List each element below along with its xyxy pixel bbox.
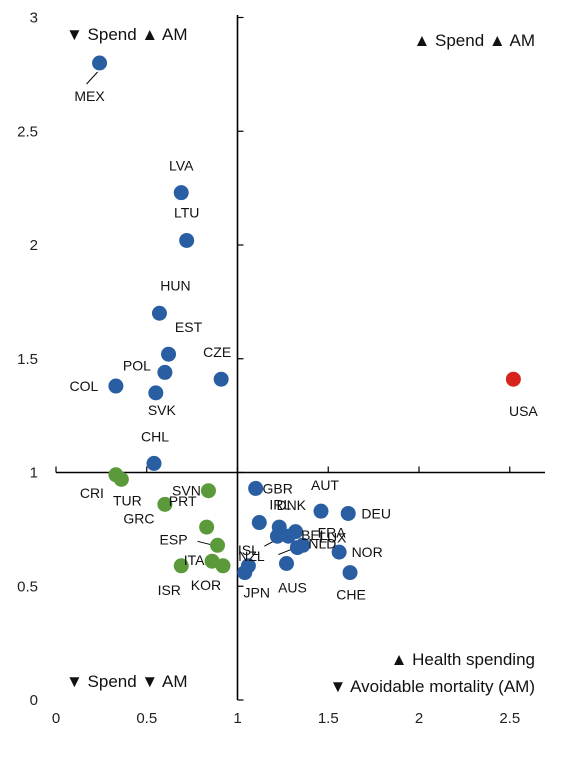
x-axis: 0 0.5 1 1.5 2 2.5 bbox=[52, 710, 520, 727]
point-label-hun: HUN bbox=[160, 277, 190, 293]
point-label-cri: CRI bbox=[80, 485, 104, 501]
x-tick-label: 2.5 bbox=[499, 710, 520, 727]
point-label-aus: AUS bbox=[278, 580, 307, 596]
data-point-gbr bbox=[248, 480, 264, 496]
x-tick-label: 0.5 bbox=[136, 710, 157, 727]
data-point-prt bbox=[199, 519, 215, 535]
point-label-ita: ITA bbox=[184, 552, 205, 568]
x-tick-label: 0 bbox=[52, 710, 60, 727]
point-label-kor: KOR bbox=[191, 577, 221, 593]
point-label-col: COL bbox=[69, 378, 98, 394]
y-tick-label: 2 bbox=[30, 237, 38, 254]
point-labels: MEX LVA LTU HUN EST POL CZE COL SVK CHL USA CRI TUR S… bbox=[69, 88, 538, 603]
data-point-kor bbox=[215, 558, 231, 574]
data-point-svn bbox=[200, 483, 216, 499]
y-tick-label: 3 bbox=[30, 10, 38, 27]
data-point-aut bbox=[313, 503, 329, 519]
data-point-fra bbox=[288, 524, 304, 540]
point-label-che: CHE bbox=[336, 587, 366, 603]
point-label-nor: NOR bbox=[352, 544, 383, 560]
point-label-jpn: JPN bbox=[244, 585, 270, 601]
data-point-deu bbox=[340, 505, 356, 521]
x-tick-label: 1 bbox=[233, 710, 241, 727]
data-point-hun bbox=[151, 305, 167, 321]
data-point-cze bbox=[213, 371, 229, 387]
data-points bbox=[92, 55, 521, 581]
point-label-tur: TUR bbox=[113, 492, 142, 508]
y-tick-label: 1 bbox=[30, 465, 38, 482]
data-point-est bbox=[161, 346, 177, 362]
data-point-ltu bbox=[179, 232, 195, 248]
quadrant-label-top-left: ▼ Spend ▲ AM bbox=[66, 25, 188, 44]
point-label-est: EST bbox=[175, 319, 203, 335]
y-tick-label: 1.5 bbox=[17, 351, 38, 368]
point-label-svk: SVK bbox=[148, 402, 177, 418]
quadrant-label-bottom-left: ▼ Spend ▼ AM bbox=[66, 672, 188, 691]
data-point-esp bbox=[210, 537, 226, 553]
point-label-fra: FRA bbox=[318, 525, 347, 541]
quadrant-label-bottom-right-2: ▼ Avoidable mortality (AM) bbox=[330, 677, 535, 696]
data-point-pol bbox=[157, 364, 173, 380]
data-point-nzl bbox=[269, 528, 285, 544]
point-label-cze: CZE bbox=[203, 344, 231, 360]
data-point-grc bbox=[157, 496, 173, 512]
data-point-aus bbox=[279, 556, 295, 571]
point-label-dnk: DNK bbox=[276, 497, 306, 513]
data-point-che bbox=[342, 565, 358, 581]
point-label-bel: BEL bbox=[301, 527, 328, 543]
data-point-chl bbox=[146, 455, 162, 471]
leader-line-mex bbox=[86, 71, 98, 85]
data-point-svk bbox=[148, 385, 164, 401]
x-tick-label: 2 bbox=[415, 710, 423, 727]
point-label-prt: PRT bbox=[169, 493, 197, 509]
data-point-usa bbox=[505, 371, 521, 387]
data-point-lux bbox=[295, 537, 311, 553]
quadrant-label-bottom-right-1: ▲ Health spending bbox=[391, 650, 535, 669]
data-point-isr bbox=[173, 558, 189, 574]
data-point-lva bbox=[173, 185, 189, 201]
point-label-esp: ESP bbox=[160, 531, 188, 547]
point-label-aut: AUT bbox=[311, 477, 339, 493]
point-label-svn: SVN bbox=[172, 483, 201, 499]
point-label-grc: GRC bbox=[123, 510, 154, 526]
reference-lines bbox=[55, 15, 545, 701]
data-point-tur bbox=[113, 471, 129, 487]
data-point-jpn bbox=[237, 565, 253, 581]
point-label-deu: DEU bbox=[361, 505, 391, 521]
point-label-isr: ISR bbox=[158, 582, 181, 598]
data-point-col bbox=[108, 378, 124, 394]
data-point-nor bbox=[331, 544, 347, 560]
point-label-ltu: LTU bbox=[174, 204, 199, 220]
y-tick-label: 0.5 bbox=[17, 578, 38, 595]
y-axis: 0 0.5 1 1.5 2 2.5 3 bbox=[17, 10, 38, 710]
quadrant-label-top-right: ▲ Spend ▲ AM bbox=[413, 31, 535, 50]
y-tick-label: 2.5 bbox=[17, 123, 38, 140]
point-label-pol: POL bbox=[123, 357, 151, 373]
point-label-nzl: NZL bbox=[238, 548, 265, 564]
quadrant-labels: ▼ Spend ▲ AM ▲ Spend ▲ AM ▼ Spend ▼ AM ▲ He… bbox=[66, 25, 535, 696]
point-label-usa: USA bbox=[509, 403, 538, 419]
x-tick-label: 1.5 bbox=[318, 710, 339, 727]
point-label-isl: ISL bbox=[238, 542, 259, 558]
point-label-nld: NLD bbox=[308, 536, 336, 552]
data-point-irl bbox=[251, 515, 267, 531]
y-tick-label: 0 bbox=[30, 692, 38, 709]
point-label-chl: CHL bbox=[141, 428, 169, 444]
point-label-lva: LVA bbox=[169, 158, 194, 174]
data-point-mex bbox=[92, 55, 108, 71]
point-label-gbr: GBR bbox=[262, 480, 292, 496]
point-label-irl: IRL bbox=[269, 497, 291, 513]
point-label-mex: MEX bbox=[74, 88, 105, 104]
point-label-lux: LUX bbox=[319, 529, 347, 545]
